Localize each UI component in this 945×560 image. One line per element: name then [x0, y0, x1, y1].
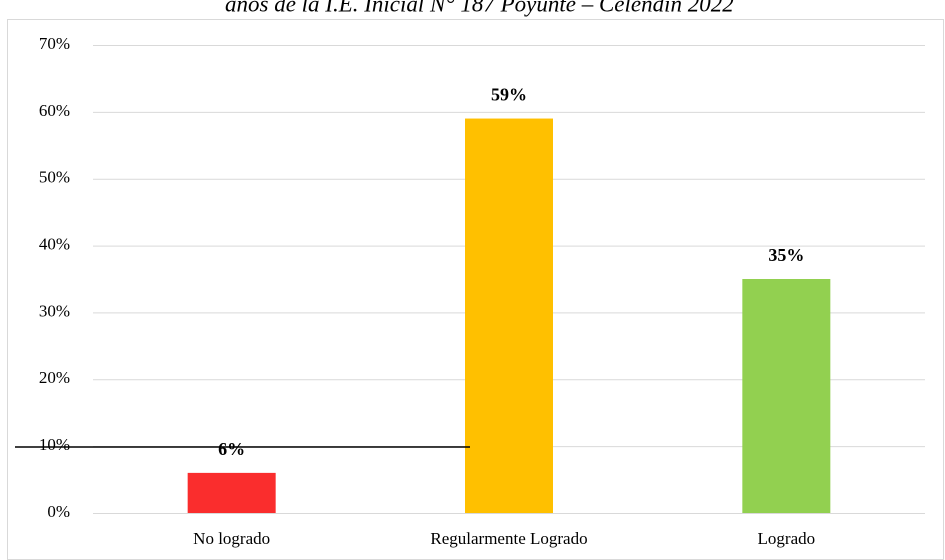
y-tick-label: 30% [39, 301, 70, 320]
y-tick-label: 60% [39, 101, 70, 120]
x-tick-label: Logrado [758, 529, 816, 548]
y-tick-label: 40% [39, 234, 70, 253]
y-tick-label: 50% [39, 168, 70, 187]
chart-title: años de la I.E. Inicial N° 187 Poyunte –… [225, 0, 734, 16]
y-tick-label: 20% [39, 368, 70, 387]
value-label: 6% [218, 439, 245, 459]
x-tick-label: Regularmente Logrado [430, 529, 587, 548]
value-label: 35% [768, 245, 804, 265]
bar [742, 279, 831, 513]
bar [465, 118, 553, 514]
marks [187, 118, 831, 514]
y-tick-label: 0% [47, 502, 70, 521]
y-tick-label: 10% [39, 435, 70, 454]
bar [187, 472, 276, 513]
x-tick-label: No logrado [193, 529, 270, 548]
value-label: 59% [491, 85, 527, 105]
y-tick-label: 70% [39, 34, 70, 53]
